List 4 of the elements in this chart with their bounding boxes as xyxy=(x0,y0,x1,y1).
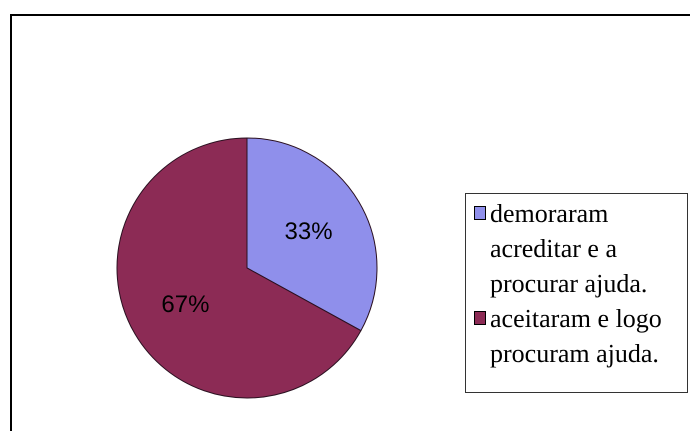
data-label: 33% xyxy=(284,218,333,246)
data-label: 67% xyxy=(161,290,210,318)
legend-label: aceitaram e logo procuram ajuda. xyxy=(490,303,663,370)
legend-label: demoraram acreditar e a procurar ajuda. xyxy=(490,198,648,300)
